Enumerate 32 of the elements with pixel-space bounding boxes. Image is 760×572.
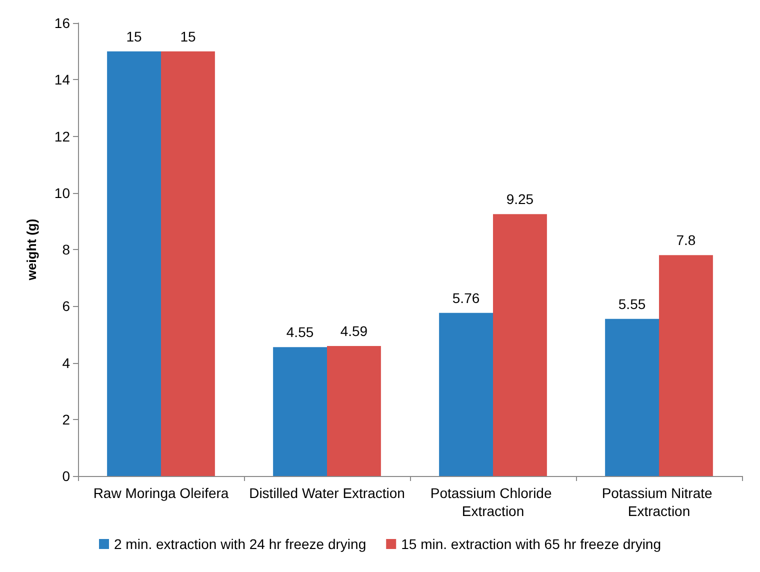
bar	[107, 51, 161, 476]
x-tick-label: Potassium Nitrate Extraction	[602, 485, 716, 519]
y-tick-label: 16	[54, 15, 70, 31]
y-tick-label: 12	[54, 128, 70, 144]
bar	[493, 214, 547, 476]
data-label: 5.76	[452, 290, 480, 306]
y-tick-label: 2	[62, 411, 70, 428]
y-tick-label: 0	[62, 468, 70, 484]
legend-label: 15 min. extraction with 65 hr freeze drying	[401, 536, 662, 552]
x-tick-label: Potassium Chloride Extraction	[430, 485, 556, 519]
bar	[659, 255, 713, 476]
legend-label: 2 min. extraction with 24 hr freeze drying	[114, 536, 366, 552]
y-tick-label: 8	[62, 242, 70, 258]
bar	[439, 312, 493, 476]
data-label: 15	[126, 28, 142, 44]
x-tick-label: Raw Moringa Oleifera	[93, 485, 229, 501]
data-label: 4.59	[340, 323, 368, 340]
y-tick-label: 10	[54, 184, 70, 201]
bar	[273, 347, 327, 476]
data-label: 4.55	[286, 324, 314, 340]
bar	[605, 318, 659, 476]
bar	[161, 51, 215, 476]
y-tick-label: 6	[62, 298, 70, 314]
data-label: 5.55	[618, 296, 646, 312]
y-tick-label: 14	[54, 72, 70, 88]
data-label: 15	[180, 28, 196, 44]
y-axis-title: weight (g)	[24, 218, 39, 282]
data-label: 7.8	[676, 232, 696, 248]
data-label: 9.25	[506, 191, 534, 208]
y-tick-label: 4	[62, 354, 70, 371]
x-tick-label: Distilled Water Extraction	[249, 485, 405, 501]
bar	[327, 346, 381, 476]
